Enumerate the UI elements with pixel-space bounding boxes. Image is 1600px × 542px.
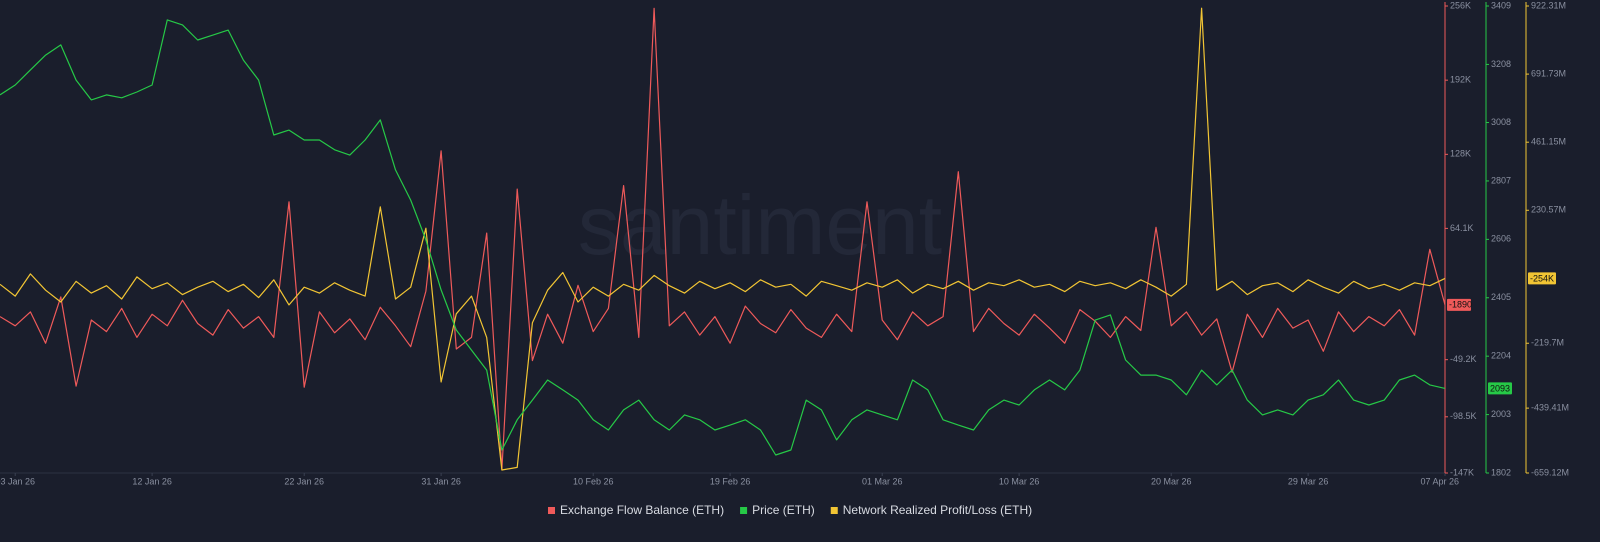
y-tick-label: 2807 — [1491, 175, 1511, 185]
x-tick-label: 10 Mar 26 — [999, 476, 1040, 486]
y-tick-label: 2606 — [1491, 234, 1511, 244]
legend-label: Network Realized Profit/Loss (ETH) — [843, 503, 1032, 517]
last-value-badge: -254K — [1528, 272, 1556, 285]
legend-swatch — [740, 507, 748, 514]
last-value-badge: 2093 — [1488, 382, 1512, 395]
y-tick-label: -147K — [1450, 467, 1474, 477]
x-tick-label: 31 Jan 26 — [421, 476, 461, 486]
x-tick-label: 20 Mar 26 — [1151, 476, 1192, 486]
last-value-label: -1890 — [1449, 300, 1472, 310]
y-tick-label: 922.31M — [1531, 0, 1566, 10]
series-line — [0, 19, 1446, 456]
y-tick-label: 256K — [1450, 0, 1471, 10]
y-tick-label: 128K — [1450, 149, 1471, 159]
x-tick-label: 07 Apr 26 — [1420, 476, 1459, 486]
y-tick-label: -219.7M — [1531, 338, 1564, 348]
legend-swatch — [548, 507, 555, 514]
y-tick-label: 2003 — [1491, 409, 1511, 419]
watermark: santiment — [578, 178, 942, 272]
last-value-label: 2093 — [1490, 383, 1510, 393]
y-tick-label: 461.15M — [1531, 137, 1566, 147]
y-tick-label: 691.73M — [1531, 68, 1566, 78]
y-tick-label: -49.2K — [1450, 354, 1477, 364]
last-value-badge: -1890 — [1447, 298, 1472, 311]
y-tick-label: 3208 — [1491, 59, 1511, 69]
x-tick-label: 22 Jan 26 — [284, 476, 324, 486]
y-tick-label: 64.1K — [1450, 223, 1474, 233]
last-value-box — [1447, 298, 1471, 311]
y-tick-label: 230.57M — [1531, 205, 1566, 215]
y-tick-label: 2204 — [1491, 351, 1511, 361]
last-value-box — [1488, 382, 1512, 395]
y-tick-label: 2405 — [1491, 292, 1511, 302]
series-line — [0, 7, 1446, 471]
legend-label: Exchange Flow Balance (ETH) — [560, 503, 724, 517]
y-tick-label: 3409 — [1491, 0, 1511, 10]
y-tick-label: -98.5K — [1450, 411, 1477, 421]
y-tick-label: 192K — [1450, 75, 1471, 85]
x-tick-label: 03 Jan 26 — [0, 476, 35, 486]
legend-swatch — [830, 507, 838, 514]
legend: Exchange Flow Balance (ETH) Price (ETH) Ne… — [548, 503, 1032, 517]
y-tick-label: -659.12M — [1531, 467, 1569, 477]
x-tick-label: 01 Mar 26 — [862, 476, 903, 486]
last-value-box — [1528, 272, 1556, 285]
y-tick-label: -439.41M — [1531, 402, 1569, 412]
x-tick-label: 12 Jan 26 — [132, 476, 172, 486]
y-tick-label: 1802 — [1491, 467, 1511, 477]
series-line — [0, 7, 1446, 471]
x-tick-label: 10 Feb 26 — [573, 476, 614, 486]
last-value-label: -254K — [1530, 273, 1554, 283]
x-tick-label: 19 Feb 26 — [710, 476, 751, 486]
x-tick-label: 29 Mar 26 — [1288, 476, 1329, 486]
y-tick-label: 3008 — [1491, 117, 1511, 127]
legend-label: Price (ETH) — [752, 503, 815, 517]
